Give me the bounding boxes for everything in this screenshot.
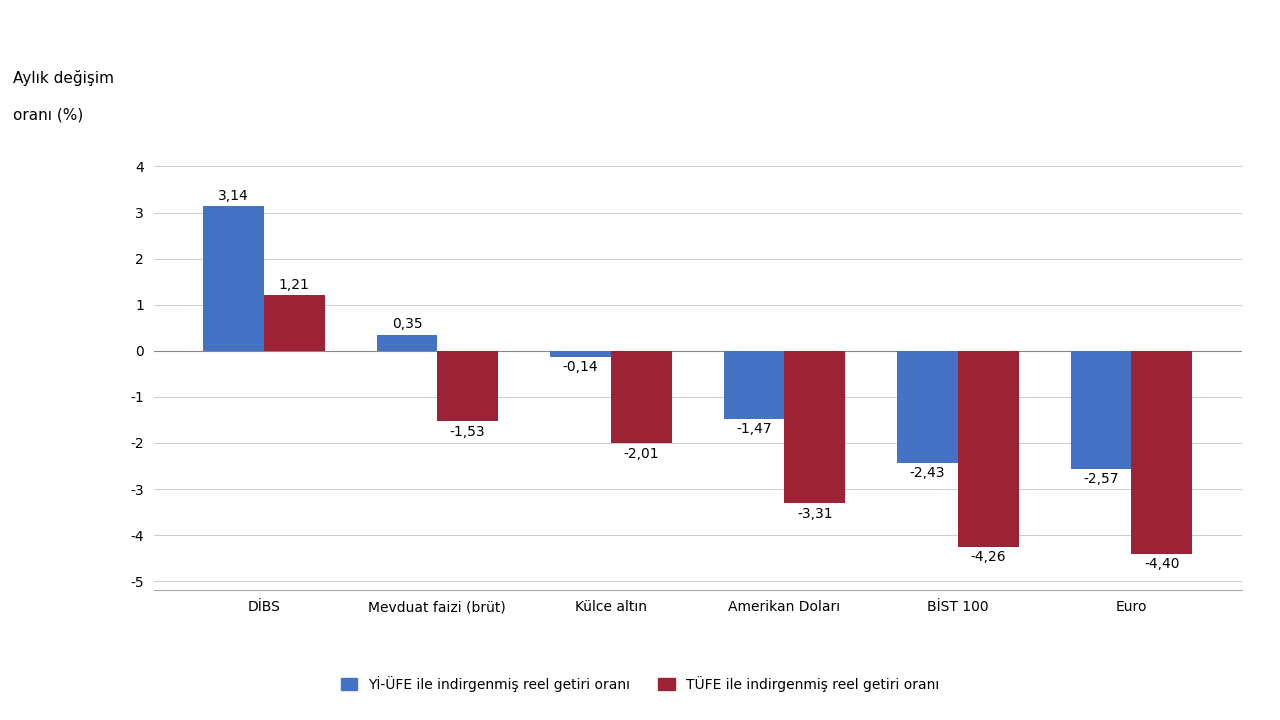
Bar: [204, 206, 264, 351]
Text: Aylık değişim: Aylık değişim: [13, 71, 114, 86]
Text: -4,26: -4,26: [970, 550, 1006, 564]
Bar: [438, 351, 498, 421]
Text: -4,40: -4,40: [1144, 557, 1180, 571]
Bar: [1132, 351, 1192, 554]
Bar: [611, 351, 672, 444]
Text: -1,47: -1,47: [736, 422, 772, 436]
Text: 3,14: 3,14: [218, 189, 248, 203]
Bar: [785, 351, 845, 503]
Bar: [550, 351, 611, 357]
Text: oranı (%): oranı (%): [13, 107, 83, 122]
Text: -2,01: -2,01: [623, 446, 659, 461]
Bar: [1070, 351, 1132, 469]
Text: -3,31: -3,31: [797, 507, 832, 521]
Text: 0,35: 0,35: [392, 318, 422, 331]
Bar: [897, 351, 957, 463]
Bar: [723, 351, 785, 418]
Text: -0,14: -0,14: [563, 361, 598, 374]
Text: 1,21: 1,21: [279, 278, 310, 292]
Bar: [376, 335, 438, 351]
Bar: [957, 351, 1019, 547]
Text: -1,53: -1,53: [449, 425, 485, 438]
Legend: Yİ-ÜFE ile indirgenmiş reel getiri oranı, TÜFE ile indirgenmiş reel getiri oranı: Yİ-ÜFE ile indirgenmiş reel getiri oranı…: [334, 669, 946, 698]
Bar: [264, 295, 325, 351]
Text: -2,57: -2,57: [1083, 472, 1119, 487]
Text: -2,43: -2,43: [910, 466, 945, 480]
